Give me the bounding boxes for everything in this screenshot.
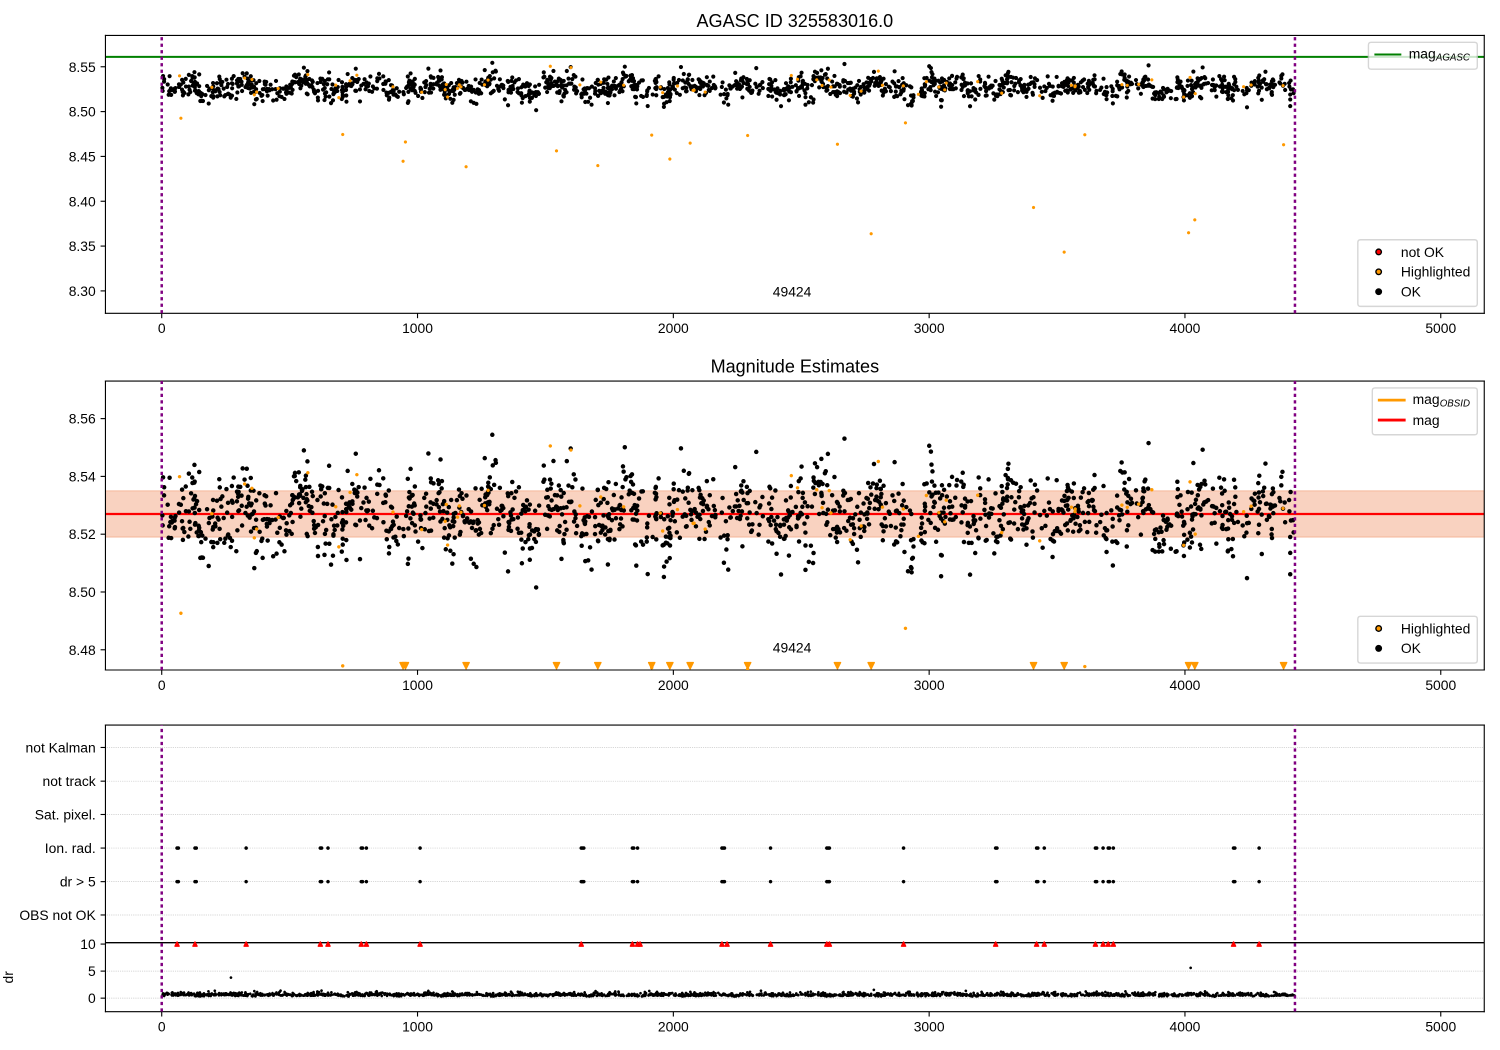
svg-text:0: 0 — [158, 320, 166, 336]
svg-text:OK: OK — [1401, 284, 1422, 300]
svg-text:5000: 5000 — [1425, 320, 1456, 336]
svg-text:2000: 2000 — [658, 1018, 689, 1034]
svg-text:8.48: 8.48 — [69, 642, 96, 658]
svg-text:4000: 4000 — [1170, 1018, 1201, 1034]
svg-text:8.35: 8.35 — [69, 238, 96, 254]
svg-text:not Kalman: not Kalman — [26, 740, 96, 756]
svg-text:0: 0 — [158, 1018, 166, 1034]
svg-text:2000: 2000 — [658, 677, 689, 693]
svg-text:4000: 4000 — [1170, 320, 1201, 336]
svg-text:3000: 3000 — [914, 1018, 945, 1034]
svg-text:2000: 2000 — [658, 320, 689, 336]
svg-text:8.56: 8.56 — [69, 411, 96, 427]
svg-text:0: 0 — [88, 990, 96, 1006]
svg-text:not track: not track — [43, 773, 96, 789]
svg-text:AGASC ID 325583016.0: AGASC ID 325583016.0 — [697, 11, 894, 31]
svg-text:Highlighted: Highlighted — [1401, 620, 1470, 636]
svg-text:49424: 49424 — [773, 284, 812, 300]
svg-text:mag: mag — [1413, 412, 1440, 428]
svg-text:8.52: 8.52 — [69, 526, 96, 542]
svg-text:8.55: 8.55 — [69, 59, 96, 75]
svg-text:49424: 49424 — [773, 640, 812, 656]
svg-text:8.50: 8.50 — [69, 104, 96, 120]
svg-text:OK: OK — [1401, 640, 1422, 656]
svg-text:8.45: 8.45 — [69, 148, 96, 164]
svg-text:OBS not OK: OBS not OK — [19, 907, 96, 923]
svg-text:Highlighted: Highlighted — [1401, 264, 1470, 280]
svg-text:8.50: 8.50 — [69, 584, 96, 600]
svg-text:1000: 1000 — [402, 677, 433, 693]
svg-text:5: 5 — [88, 963, 96, 979]
svg-text:3000: 3000 — [914, 677, 945, 693]
svg-text:5000: 5000 — [1425, 1018, 1456, 1034]
svg-text:5000: 5000 — [1425, 677, 1456, 693]
svg-text:1000: 1000 — [402, 320, 433, 336]
svg-text:8.54: 8.54 — [69, 468, 96, 484]
svg-text:8.40: 8.40 — [69, 193, 96, 209]
svg-text:dr > 5: dr > 5 — [60, 874, 96, 890]
svg-text:Sat. pixel.: Sat. pixel. — [35, 807, 96, 823]
svg-text:not OK: not OK — [1401, 244, 1445, 260]
svg-text:dr: dr — [0, 971, 16, 984]
svg-text:8.30: 8.30 — [69, 283, 96, 299]
svg-text:10: 10 — [80, 936, 96, 952]
svg-text:1000: 1000 — [402, 1018, 433, 1034]
svg-text:4000: 4000 — [1170, 677, 1201, 693]
svg-text:Magnitude Estimates: Magnitude Estimates — [711, 357, 880, 377]
svg-text:Ion. rad.: Ion. rad. — [45, 840, 96, 856]
svg-text:3000: 3000 — [914, 320, 945, 336]
svg-text:0: 0 — [158, 677, 166, 693]
